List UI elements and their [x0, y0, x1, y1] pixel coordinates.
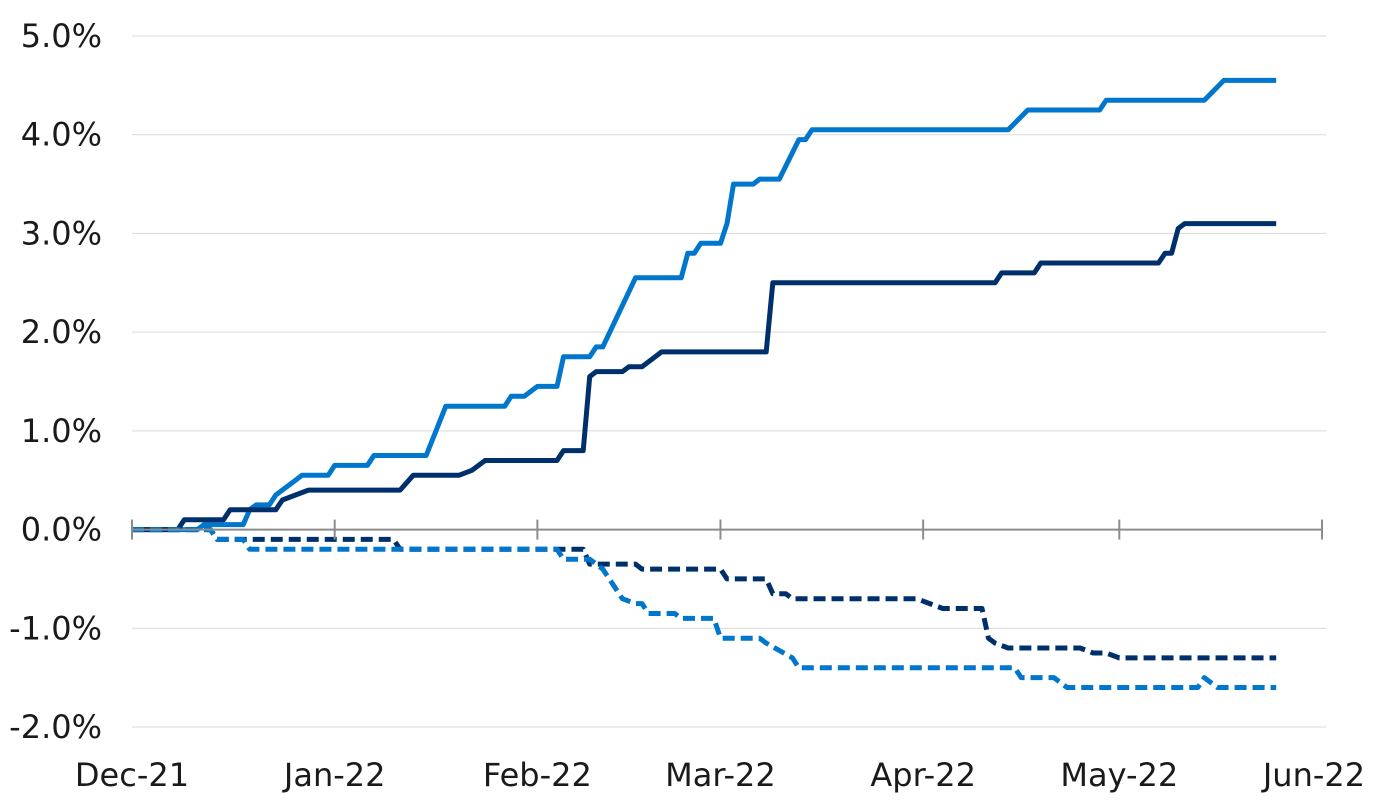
y-axis-tick-labels: -2.0% -1.0% 0.0% 1.0% 2.0% 3.0% 4.0% 5.0%	[9, 17, 102, 746]
y-tick-label: 2.0%	[21, 313, 102, 351]
y-tick-label: 5.0%	[21, 17, 102, 55]
x-tick-label: Mar-22	[665, 756, 776, 794]
y-tick-label: -2.0%	[9, 708, 102, 746]
x-tick-label: May-22	[1060, 756, 1178, 794]
x-axis	[131, 519, 1323, 540]
y-tick-label: 4.0%	[21, 116, 102, 154]
x-tick-label: Apr-22	[870, 756, 976, 794]
y-tick-label: 1.0%	[21, 412, 102, 450]
x-tick-label: Jan-22	[282, 756, 386, 794]
series-line-1-solid	[132, 77, 1277, 533]
series-line-3-dashed	[132, 527, 1277, 661]
series-lines	[132, 77, 1277, 690]
x-tick-label: Jun-22	[1261, 756, 1365, 794]
x-axis-tick-labels: Dec-21 Jan-22 Feb-22 Mar-22 Apr-22 May-22 Jun-…	[75, 756, 1365, 794]
gridlines	[132, 35, 1326, 728]
series-line-2-solid	[132, 221, 1277, 533]
series-line-4-dashed	[132, 527, 1277, 690]
y-tick-label: 0.0%	[21, 511, 102, 549]
x-tick-label: Dec-21	[75, 756, 189, 794]
x-tick-label: Feb-22	[483, 756, 592, 794]
y-tick-label: -1.0%	[9, 609, 102, 647]
y-tick-label: 3.0%	[21, 214, 102, 252]
